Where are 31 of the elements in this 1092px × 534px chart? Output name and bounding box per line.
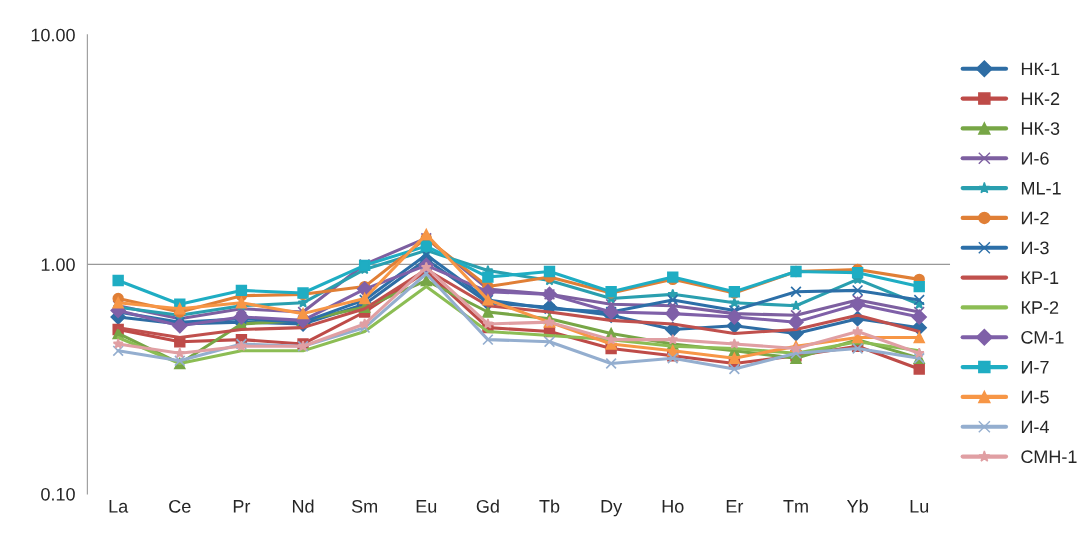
legend-label: СМ-1 xyxy=(1021,330,1064,344)
x-tick-label: Tb xyxy=(539,499,560,513)
legend-label: НК-2 xyxy=(1021,92,1060,105)
x-tick-label: Er xyxy=(726,500,744,513)
legend-label: И-3 xyxy=(1021,241,1049,255)
legend-label: СМН-1 xyxy=(1021,450,1077,464)
legend-label: И-7 xyxy=(1021,360,1049,374)
x-tick-label: Eu xyxy=(416,500,437,513)
legend-label: И-6 xyxy=(1021,151,1049,165)
x-tick-label: Ho xyxy=(662,500,684,513)
x-tick-label: Ce xyxy=(169,499,191,513)
legend-label: НК-1 xyxy=(1021,62,1060,76)
legend-label: НК-3 xyxy=(1021,122,1060,135)
x-tick-label: Tm xyxy=(783,500,808,513)
x-tick-label: Lu xyxy=(910,500,929,513)
legend-label: И-5 xyxy=(1021,390,1049,404)
x-tick-label: Nd xyxy=(292,499,314,513)
x-tick-label: Sm xyxy=(351,499,377,513)
y-tick-label: 1.00 xyxy=(41,258,75,272)
x-tick-label: Pr xyxy=(233,500,251,513)
y-tick-label: 10.00 xyxy=(31,28,75,42)
legend-label: ML-1 xyxy=(1021,182,1061,195)
y-tick-label: 0.10 xyxy=(41,487,75,501)
x-tick-label: Yb xyxy=(846,499,868,513)
x-tick-label: Dy xyxy=(601,500,623,517)
legend-label: КР-2 xyxy=(1021,301,1059,314)
x-tick-label: Gd xyxy=(476,499,499,513)
legend-label: И-2 xyxy=(1021,211,1049,225)
x-tick-label: La xyxy=(109,500,129,513)
legend-label: КР-1 xyxy=(1021,271,1059,284)
legend-label: И-4 xyxy=(1021,420,1049,434)
